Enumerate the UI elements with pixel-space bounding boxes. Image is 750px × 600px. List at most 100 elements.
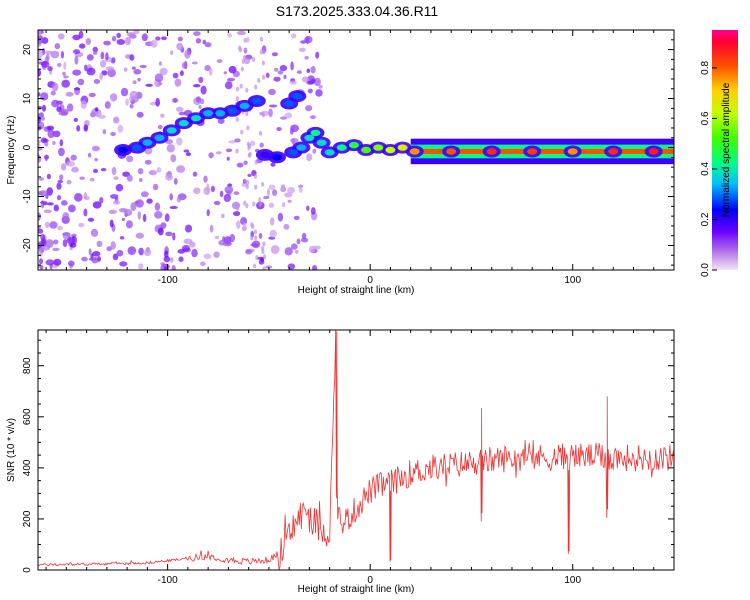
heatmap-noise-blob: [254, 84, 258, 90]
heatmap-y-ticks: -20 -10 0 10 20: [22, 29, 674, 266]
heatmap-noise-blob: [38, 69, 42, 77]
heatmap-noise-blob: [253, 229, 258, 235]
heatmap-noise-blob: [236, 162, 244, 168]
colorbar-label: Normalized spectral amplitude: [721, 82, 732, 217]
heatmap-noise-blob: [117, 124, 124, 133]
colorbar-tick-label: 0.6: [700, 111, 711, 125]
heatmap-noise-blob: [253, 173, 258, 179]
heatmap-noise-blob: [125, 220, 133, 229]
heatmap-noise-blob: [93, 79, 101, 84]
heatmap-noise-blob: [237, 30, 246, 36]
heatmap-noise-blob: [254, 184, 258, 190]
heatmap-noise-blob: [56, 195, 62, 201]
colorbar: 0.0 0.2 0.4 0.6 0.8 Normalized spectral ampl…: [700, 30, 738, 277]
heatmap-noise-blob: [233, 191, 240, 196]
heatmap-noise-blob: [102, 129, 107, 135]
heatmap-noise-blob: [86, 67, 96, 76]
heatmap-noise-blob: [52, 130, 61, 138]
heatmap-noise-blob: [68, 204, 76, 213]
heatmap-noise-blob: [261, 249, 265, 255]
heatmap-noise-blob: [238, 45, 242, 51]
heatmap-noise-blob: [257, 78, 261, 83]
heatmap-noise-blob: [254, 235, 258, 241]
heatmap-noise-blob: [245, 111, 249, 117]
heatmap-noise-blob: [38, 139, 41, 144]
heatmap-y-tick-label: -20: [22, 238, 33, 253]
heatmap-noise-blob: [137, 168, 144, 175]
heatmap-noise-blob: [193, 84, 201, 88]
heatmap-noise-blob: [115, 183, 124, 192]
snr-x-tick-label: -100: [158, 575, 178, 586]
heatmap-noise-blob: [138, 263, 144, 270]
heatmap-noise-blob: [51, 99, 60, 108]
heatmap-noise-blob: [263, 195, 270, 200]
heatmap-noise-blob: [165, 231, 173, 237]
heatmap-noise-blob: [113, 116, 120, 124]
heatmap-noise-blob: [169, 193, 173, 201]
heatmap-noise-blob: [144, 248, 152, 256]
heatmap-noise-blob: [284, 247, 293, 256]
heatmap-noise-blob: [98, 114, 106, 119]
heatmap-noise-blob: [144, 146, 153, 155]
heatmap-noise-blob: [90, 228, 99, 237]
heatmap-ridge-point: [361, 146, 372, 154]
heatmap-noise-blob: [170, 257, 174, 263]
heatmap-noise-blob: [312, 148, 317, 154]
heatmap-noise-blob: [224, 81, 233, 90]
heatmap-noise-blob: [198, 76, 204, 83]
heatmap-noise-blob: [45, 50, 54, 55]
heatmap-noise-blob: [265, 72, 270, 79]
heatmap-noise-blob: [126, 174, 133, 182]
heatmap-noise-blob: [41, 60, 50, 68]
heatmap-noise-blob: [61, 200, 68, 206]
heatmap-noise-blob: [235, 116, 239, 122]
heatmap-noise-blob: [176, 42, 184, 51]
heatmap-noise-blob: [255, 255, 259, 261]
heatmap-ridge-point: [385, 146, 396, 154]
heatmap-noise-blob: [79, 176, 85, 180]
snr-y-tick-label: 800: [22, 357, 33, 374]
heatmap-noise-blob: [283, 223, 290, 230]
heatmap-noise-blob: [62, 239, 68, 248]
heatmap-noise-blob: [176, 137, 183, 146]
heatmap-noise-blob: [110, 132, 116, 136]
heatmap-noise-blob: [308, 245, 316, 254]
heatmap-noise-blob: [246, 141, 250, 147]
heatmap-noise-blob: [272, 189, 278, 197]
heatmap-noise-blob: [100, 168, 107, 172]
heatmap-noise-blob: [103, 40, 111, 46]
heatmap-noise-blob: [185, 152, 191, 157]
heatmap-noise-blob: [165, 173, 174, 181]
heatmap-noise-blob: [219, 190, 224, 198]
colorbar-tick-label: 0.4: [700, 162, 711, 176]
heatmap-y-tick-label: 10: [22, 93, 33, 105]
heatmap-noise-blob: [157, 124, 163, 130]
heatmap-noise-blob: [249, 140, 256, 146]
heatmap-noise-blob: [50, 90, 56, 96]
heatmap-noise-blob: [193, 187, 201, 195]
heatmap-noise-blob: [172, 232, 176, 241]
heatmap-noise-blob: [67, 260, 75, 267]
heatmap-noise-blob: [214, 235, 220, 240]
heatmap-noise-blob: [271, 52, 278, 57]
heatmap-noise-blob: [41, 104, 47, 112]
heatmap-noise-blob: [60, 163, 67, 171]
heatmap-ridge-point: [251, 97, 262, 105]
heatmap-noise-blob: [129, 54, 135, 61]
heatmap-noise-blob: [60, 50, 64, 59]
heatmap-ridge-point: [310, 129, 321, 137]
heatmap-noise-blob: [119, 236, 125, 240]
heatmap-noise-blob: [80, 100, 87, 109]
heatmap-noise-blob: [97, 256, 101, 262]
heatmap-noise-blob: [246, 125, 250, 131]
heatmap-noise-blob: [119, 208, 128, 213]
heatmap-noise-blob: [289, 80, 297, 85]
heatmap-noise-blob: [270, 162, 276, 167]
heatmap-noise-blob: [133, 69, 142, 75]
heatmap-ridge-point: [446, 148, 457, 155]
heatmap-noise-blob: [47, 65, 53, 72]
heatmap-noise-blob: [258, 197, 262, 203]
heatmap-noise-blob: [38, 226, 41, 230]
heatmap-x-tick-label: -100: [158, 275, 178, 286]
